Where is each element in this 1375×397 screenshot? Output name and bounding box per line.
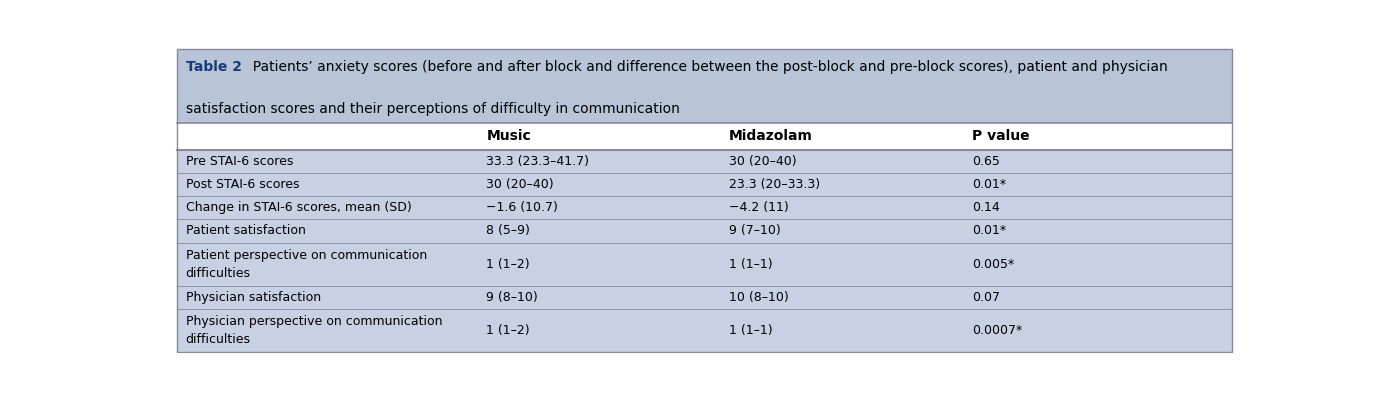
Text: 0.0007*: 0.0007* <box>972 324 1022 337</box>
Text: Pre STAI-6 scores: Pre STAI-6 scores <box>186 155 293 168</box>
Text: 9 (7–10): 9 (7–10) <box>729 224 781 237</box>
Bar <box>177 49 1232 123</box>
Text: −4.2 (11): −4.2 (11) <box>729 201 789 214</box>
Text: Midazolam: Midazolam <box>729 129 813 143</box>
Text: 1 (1–2): 1 (1–2) <box>487 258 529 271</box>
Text: 0.01*: 0.01* <box>972 178 1005 191</box>
Text: Physician perspective on communication
difficulties: Physician perspective on communication d… <box>186 315 443 346</box>
Text: Patients’ anxiety scores (before and after block and difference between the post: Patients’ anxiety scores (before and aft… <box>245 60 1169 74</box>
Bar <box>177 309 1232 352</box>
Text: Physician satisfaction: Physician satisfaction <box>186 291 320 304</box>
Text: −1.6 (10.7): −1.6 (10.7) <box>487 201 558 214</box>
Bar <box>177 243 1232 285</box>
Text: 1 (1–1): 1 (1–1) <box>729 258 773 271</box>
Text: 0.01*: 0.01* <box>972 224 1005 237</box>
Text: P value: P value <box>972 129 1030 143</box>
Text: 30 (20–40): 30 (20–40) <box>487 178 554 191</box>
Bar <box>177 150 1232 173</box>
Bar <box>177 123 1232 150</box>
Bar <box>177 196 1232 219</box>
Text: Music: Music <box>487 129 531 143</box>
Text: 1 (1–1): 1 (1–1) <box>729 324 773 337</box>
Text: 0.14: 0.14 <box>972 201 1000 214</box>
Text: satisfaction scores and their perceptions of difficulty in communication: satisfaction scores and their perception… <box>186 102 679 116</box>
Text: 33.3 (23.3–41.7): 33.3 (23.3–41.7) <box>487 155 590 168</box>
Text: 0.005*: 0.005* <box>972 258 1013 271</box>
Text: Patient satisfaction: Patient satisfaction <box>186 224 305 237</box>
Text: 0.07: 0.07 <box>972 291 1000 304</box>
Text: 1 (1–2): 1 (1–2) <box>487 324 529 337</box>
Text: 10 (8–10): 10 (8–10) <box>729 291 789 304</box>
Text: 0.65: 0.65 <box>972 155 1000 168</box>
Text: Table 2: Table 2 <box>186 60 242 74</box>
Text: Patient perspective on communication
difficulties: Patient perspective on communication dif… <box>186 249 428 279</box>
Text: 30 (20–40): 30 (20–40) <box>729 155 796 168</box>
Bar <box>177 285 1232 309</box>
Bar <box>177 219 1232 243</box>
Text: 23.3 (20–33.3): 23.3 (20–33.3) <box>729 178 819 191</box>
Text: Change in STAI-6 scores, mean (SD): Change in STAI-6 scores, mean (SD) <box>186 201 411 214</box>
Bar <box>177 173 1232 196</box>
Text: Post STAI-6 scores: Post STAI-6 scores <box>186 178 300 191</box>
Text: 8 (5–9): 8 (5–9) <box>487 224 531 237</box>
Text: 9 (8–10): 9 (8–10) <box>487 291 538 304</box>
